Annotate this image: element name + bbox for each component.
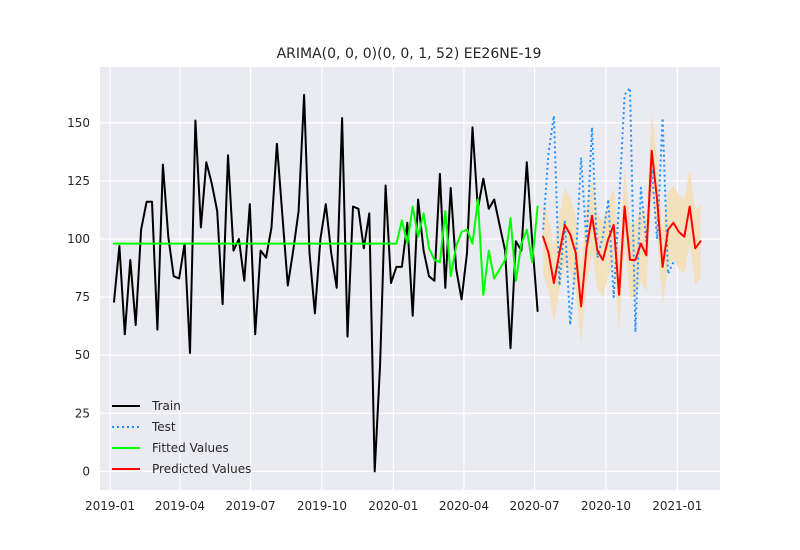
y-tick-label: 100 <box>67 232 90 246</box>
y-axis-ticks: 0 25 50 75 100 125 150 <box>67 116 90 479</box>
legend-label: Train <box>151 399 181 413</box>
x-tick-label: 2020-10 <box>581 499 631 513</box>
x-tick-label: 2019-01 <box>85 499 135 513</box>
y-tick-label: 50 <box>75 348 90 362</box>
legend-label: Predicted Values <box>152 462 251 476</box>
x-tick-label: 2020-07 <box>509 499 559 513</box>
legend-label: Fitted Values <box>152 441 229 455</box>
y-tick-label: 125 <box>67 174 90 188</box>
y-tick-label: 75 <box>75 290 90 304</box>
legend: Train Test Fitted Values Predicted Values <box>112 399 251 476</box>
legend-label: Test <box>151 420 176 434</box>
x-tick-label: 2021-01 <box>652 499 702 513</box>
predicted-values-line <box>542 149 702 308</box>
x-tick-label: 2020-01 <box>368 499 418 513</box>
y-tick-label: 150 <box>67 116 90 130</box>
x-tick-label: 2020-04 <box>439 499 489 513</box>
chart-title: ARIMA(0, 0, 0)(0, 0, 1, 52) EE26NE-19 <box>277 46 542 62</box>
x-tick-label: 2019-04 <box>155 499 205 513</box>
x-tick-label: 2019-07 <box>225 499 275 513</box>
series-layer <box>113 86 702 473</box>
x-axis-ticks: 2019-01 2019-04 2019-07 2019-10 2020-01 2020-… <box>85 499 702 513</box>
x-tick-label: 2019-10 <box>297 499 347 513</box>
y-tick-label: 25 <box>75 406 90 420</box>
fitted-values-line <box>113 198 539 296</box>
y-tick-label: 0 <box>82 464 90 478</box>
